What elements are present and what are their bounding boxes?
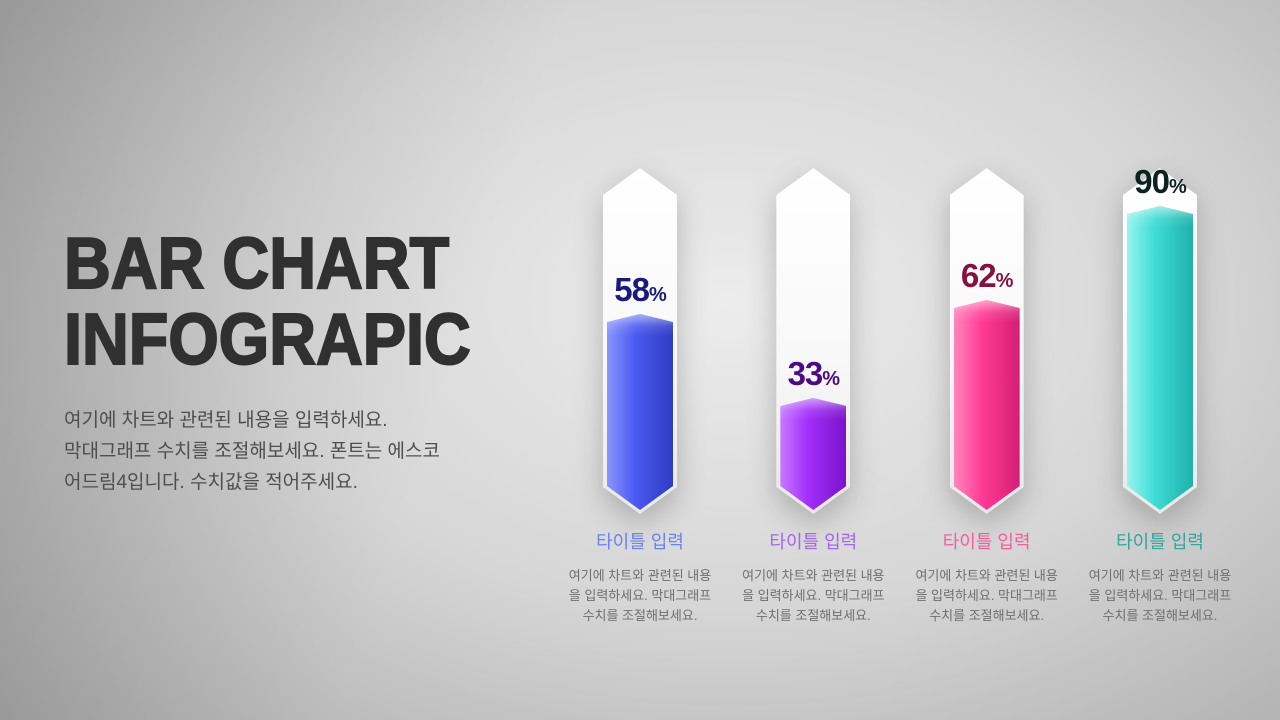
- bar-description: 여기에 차트와 관련된 내용을 입력하세요. 막대그래프 수치를 조절해보세요.: [1088, 568, 1232, 624]
- intro-description: 여기에 차트와 관련된 내용을 입력하세요. 막대그래프 수치를 조절해보세요.…: [64, 409, 440, 494]
- bar-column: 33% 타이틀 입력 여기에 차트와 관련된 내용을 입력하세요. 막대그래프 …: [738, 168, 888, 626]
- bar-value-percent-sign: %: [1168, 176, 1187, 198]
- bar-fill: [1127, 206, 1193, 510]
- bar-value-number: 90: [1134, 163, 1170, 200]
- bar-value-percent-sign: %: [648, 284, 667, 306]
- bar-column: 58% 타이틀 입력 여기에 차트와 관련된 내용을 입력하세요. 막대그래프 …: [565, 168, 715, 626]
- bar-track: 58%: [603, 168, 677, 514]
- bar-title-label: 타이틀 입력: [942, 532, 1031, 552]
- bar-fill: [954, 300, 1020, 510]
- bar-value: 58%: [568, 273, 712, 306]
- bar-description: 여기에 차트와 관련된 내용을 입력하세요. 막대그래프 수치를 조절해보세요.: [742, 568, 885, 624]
- title-line-2: INFOGRAPIC: [63, 300, 472, 381]
- bar-description: 여기에 차트와 관련된 내용을 입력하세요. 막대그래프 수치를 조절해보세요.: [915, 568, 1058, 624]
- bar-column: 90% 타이틀 입력 여기에 차트와 관련된 내용을 입력하세요. 막대그래프 …: [1085, 165, 1235, 626]
- bar-value-percent-sign: %: [995, 270, 1014, 292]
- bar-title-label: 타이틀 입력: [1116, 532, 1204, 552]
- bar-fill: [607, 314, 673, 510]
- bar-column: 62% 타이틀 입력 여기에 차트와 관련된 내용을 입력하세요. 막대그래프 …: [912, 168, 1062, 626]
- title-line-1: BAR CHART: [63, 224, 450, 304]
- bar-value: 90%: [1088, 165, 1232, 198]
- bar-value-number: 58: [614, 271, 650, 308]
- bar-title-label: 타이틀 입력: [769, 532, 858, 552]
- bar-fill: [780, 398, 846, 510]
- bar-track: 90%: [1123, 165, 1197, 514]
- bar-value: 33%: [741, 357, 885, 390]
- bar-value-number: 62: [960, 257, 997, 294]
- bar-description: 여기에 차트와 관련된 내용을 입력하세요. 막대그래프 수치를 조절해보세요.: [568, 568, 712, 624]
- bar-value-number: 33: [787, 355, 824, 392]
- intro-panel: BAR CHART INFOGRAPIC 여기에 차트와 관련된 내용을 입력하…: [63, 0, 544, 499]
- bar-title-label: 타이틀 입력: [596, 532, 684, 552]
- bar-value: 62%: [915, 259, 1059, 292]
- page-title: BAR CHART INFOGRAPIC: [63, 224, 496, 381]
- bar-track: 62%: [950, 168, 1024, 514]
- bar-columns: 58% 타이틀 입력 여기에 차트와 관련된 내용을 입력하세요. 막대그래프 …: [565, 165, 1235, 626]
- bar-value-percent-sign: %: [822, 368, 840, 390]
- bar-track: 33%: [776, 168, 850, 514]
